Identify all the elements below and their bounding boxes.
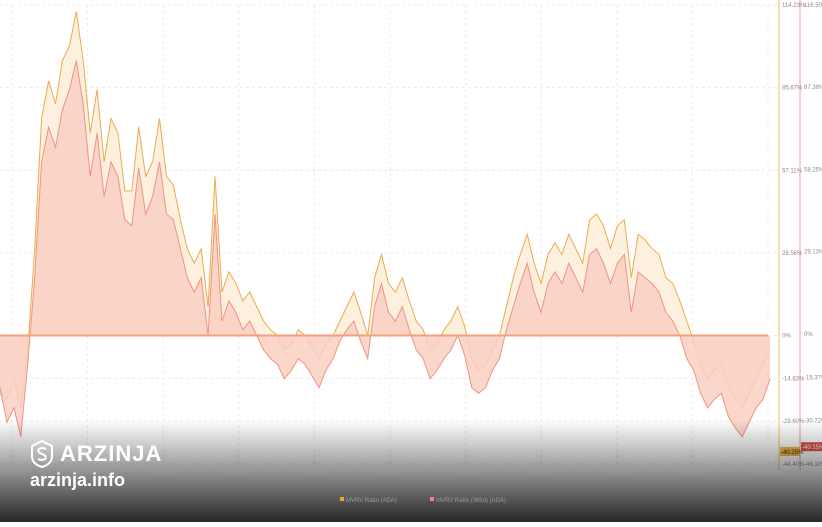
left-axis-tick-label: 114.23% (782, 3, 806, 9)
legend[interactable]: MVRV Ratio (ADA) MVRV Ratio (365d) (ADA) (340, 497, 506, 504)
series-area-2 (0, 60, 770, 437)
series-line-1 (0, 11, 771, 409)
x-tick-label: 22 Feb 25 (225, 470, 253, 476)
right-axis-tick-label: 87.38% (804, 85, 822, 91)
right-axis-tick-label: 0% (804, 332, 813, 338)
left-axis-tick-label: 57.11% (782, 168, 803, 174)
x-tick-label: 16 Oct 24 (0, 470, 26, 476)
x-tick-label: 13 Aug 25 (528, 470, 556, 476)
x-tick-label: 01 Jul 25 (453, 470, 478, 476)
legend-item-label[interactable]: MVRV Ratio (ADA) (346, 498, 397, 504)
x-tick-label: 19 May 25 (376, 470, 405, 476)
right-axis-tick-label: -15.37% (804, 375, 822, 381)
brand-name: ARZINJA (60, 441, 163, 466)
legend-item-label[interactable]: MVRV Ratio (365d) (ADA) (436, 498, 506, 504)
left-axis-tick-label: -14.83% (782, 376, 805, 382)
x-tick-label: 06 Apr 25 (302, 470, 328, 476)
brand-watermark: ARZINJA arzinja.info (30, 440, 210, 500)
series-areas (0, 11, 771, 438)
x-tick-labels: 16 Oct 24 3 Dec 24 10 Jan 25 22 Feb 25 06 Ap… (0, 470, 782, 476)
right-axis-tick-label: 29.13% (804, 250, 822, 256)
x-tick-label: 25 Sep 25 (603, 470, 631, 476)
legend-swatch[interactable] (430, 497, 434, 501)
x-tick-label: 20 Dec 25 (754, 470, 782, 476)
left-axis-tick-label: 85.67% (782, 86, 803, 92)
brand-url[interactable]: arzinja.info (30, 470, 126, 490)
x-tick-label: 10 Jan 25 (150, 470, 177, 476)
left-axis-tick-label: 0% (782, 334, 791, 340)
x-tick-label: 3 Dec 24 (76, 470, 101, 476)
left-axis-tick-label: 28.56% (782, 251, 803, 257)
x-tick-label: 07 Nov 25 (679, 470, 707, 476)
right-axis-tick-label: 58.25% (804, 167, 822, 173)
right-axis-tick-label: 116.50% (804, 3, 822, 9)
axes: 114.23%85.67%57.11%28.56%0%-14.83%-29.60… (778, 0, 822, 470)
bottom-shadow (0, 420, 822, 522)
series-line-2 (0, 60, 771, 438)
legend-swatch[interactable] (340, 497, 344, 501)
arzinja-logo-icon (31, 440, 53, 468)
